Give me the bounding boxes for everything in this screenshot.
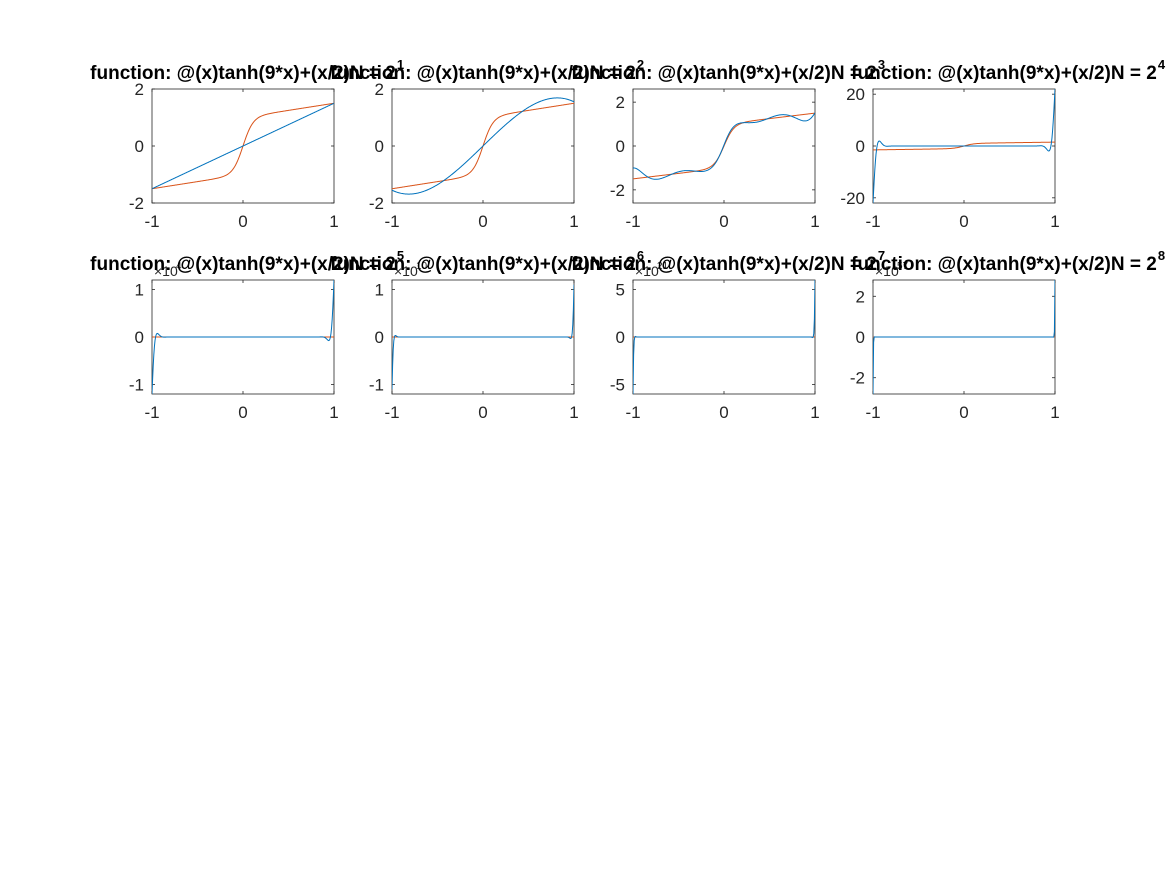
x-tick-label: 0: [478, 212, 487, 231]
y-tick-label: 0: [616, 137, 625, 156]
y-tick-label: 0: [375, 137, 384, 156]
y-exponent-power: 4: [176, 261, 182, 272]
x-tick-label: 0: [478, 403, 487, 422]
series-interpolant-line: [392, 284, 574, 390]
y-exponent-label: ×10: [154, 263, 178, 279]
y-tick-label: 2: [856, 287, 865, 306]
subplot-title-exponent: 4: [1158, 57, 1166, 72]
series-interpolant-line: [633, 280, 815, 394]
y-tick-label: -2: [369, 194, 384, 213]
y-exponent-power: 10: [416, 261, 428, 272]
y-tick-label: -2: [610, 181, 625, 200]
x-tick-label: 0: [959, 403, 968, 422]
series-interpolant-line: [633, 112, 815, 180]
y-tick-label: 2: [135, 80, 144, 99]
y-tick-label: 2: [616, 93, 625, 112]
subplot-title: function: @(x)tanh(9*x)+(x/2)N = 2: [571, 254, 877, 275]
y-tick-label: 20: [846, 85, 865, 104]
y-tick-label: 1: [375, 281, 384, 300]
y-tick-label: -1: [369, 376, 384, 395]
x-tick-label: 0: [959, 212, 968, 231]
subplot-title: function: @(x)tanh(9*x)+(x/2)N = 2: [330, 63, 636, 84]
y-tick-label: -1: [129, 376, 144, 395]
y-tick-label: 2: [375, 80, 384, 99]
x-tick-label: 0: [719, 403, 728, 422]
x-tick-label: 1: [810, 403, 819, 422]
y-tick-label: 0: [135, 137, 144, 156]
y-tick-label: 0: [616, 328, 625, 347]
subplot-title: function: @(x)tanh(9*x)+(x/2)N = 2: [851, 63, 1157, 84]
x-tick-label: 1: [329, 212, 338, 231]
x-tick-label: 1: [1050, 212, 1059, 231]
series-interpolant-line: [873, 280, 1055, 394]
subplot-title: function: @(x)tanh(9*x)+(x/2)N = 2: [90, 254, 396, 275]
x-tick-label: 0: [238, 403, 247, 422]
y-tick-label: -2: [850, 369, 865, 388]
subplot-title-exponent: 1: [397, 57, 404, 72]
y-tick-label: 0: [856, 328, 865, 347]
x-tick-label: 1: [569, 212, 578, 231]
x-tick-label: -1: [865, 403, 880, 422]
x-tick-label: 1: [569, 403, 578, 422]
subplot-title-exponent: 8: [1158, 248, 1165, 263]
series-interpolant-line: [152, 102, 334, 190]
subplot-title-exponent: 2: [637, 57, 644, 72]
x-tick-label: -1: [144, 212, 159, 231]
subplot-title: function: @(x)tanh(9*x)+(x/2)N = 2: [330, 254, 636, 275]
series-interpolant-line: [392, 97, 574, 195]
y-tick-label: 0: [135, 328, 144, 347]
y-tick-label: 0: [856, 137, 865, 156]
x-tick-label: 1: [1050, 403, 1059, 422]
subplot-title: function: @(x)tanh(9*x)+(x/2)N = 2: [90, 63, 396, 84]
series-interpolant-line: [152, 280, 334, 394]
y-tick-label: 5: [616, 281, 625, 300]
x-tick-label: -1: [384, 212, 399, 231]
x-tick-label: -1: [625, 403, 640, 422]
subplot-title-exponent: 3: [878, 57, 885, 72]
y-exponent-power: 21: [657, 261, 669, 272]
x-tick-label: -1: [144, 403, 159, 422]
subplot-title: function: @(x)tanh(9*x)+(x/2)N = 2: [851, 254, 1157, 275]
x-tick-label: -1: [865, 212, 880, 231]
subplot-title: function: @(x)tanh(9*x)+(x/2)N = 2: [571, 63, 877, 84]
y-exponent-power: 57: [897, 261, 909, 272]
y-tick-label: 1: [135, 281, 144, 300]
subplot-title-exponent: 6: [637, 248, 644, 263]
subplot-title-exponent: 7: [878, 248, 885, 263]
y-tick-label: -5: [610, 376, 625, 395]
y-exponent-label: ×10: [394, 263, 418, 279]
subplot-title-exponent: 5: [397, 248, 404, 263]
x-tick-label: 0: [238, 212, 247, 231]
x-tick-label: 1: [810, 212, 819, 231]
x-tick-label: 1: [329, 403, 338, 422]
y-tick-label: -20: [840, 189, 865, 208]
y-tick-label: 0: [375, 328, 384, 347]
x-tick-label: -1: [625, 212, 640, 231]
y-exponent-label: ×10: [875, 263, 899, 279]
y-exponent-label: ×10: [635, 263, 659, 279]
x-tick-label: -1: [384, 403, 399, 422]
y-tick-label: -2: [129, 194, 144, 213]
series-interpolant-line: [873, 89, 1055, 203]
x-tick-label: 0: [719, 212, 728, 231]
